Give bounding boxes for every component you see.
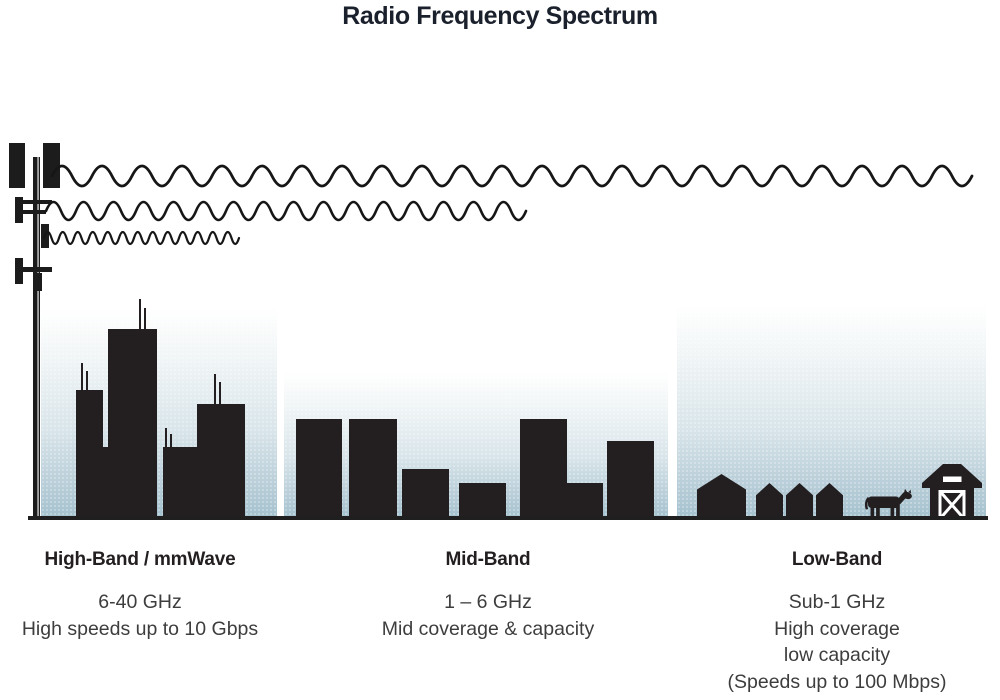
band-description: High speeds up to 10 Gbps: [21, 617, 259, 640]
skyscraper: [100, 447, 110, 517]
band-frequency: 1 – 6 GHz: [444, 591, 532, 613]
antenna-mast: [144, 308, 146, 329]
building: [402, 469, 449, 517]
page-title: Radio Frequency Spectrum: [342, 2, 658, 30]
band-description: High coverage: [774, 617, 900, 640]
mid-band-medium-wave: [44, 200, 528, 222]
cow-icon: [864, 488, 912, 518]
skyscraper: [163, 447, 197, 517]
skyscraper: [76, 390, 103, 517]
building: [520, 419, 567, 517]
antenna-mast: [81, 363, 83, 390]
band-description: (Speeds up to 100 Mbps): [727, 670, 947, 693]
barn-icon: [922, 464, 982, 517]
skyscraper: [197, 404, 245, 517]
building: [349, 419, 397, 517]
band-heading: High-Band / mmWave: [44, 549, 236, 570]
building: [296, 419, 342, 517]
ground-line: [28, 516, 988, 520]
skyscraper: [108, 329, 157, 517]
building: [567, 483, 603, 517]
high-band-short-wave: [42, 230, 241, 246]
band-description: low capacity: [783, 644, 891, 666]
building: [459, 483, 506, 517]
band-description: Mid coverage & capacity: [381, 617, 595, 640]
antenna-mast: [214, 374, 216, 404]
antenna-mast: [170, 434, 172, 447]
antenna-mast: [86, 371, 88, 390]
band-heading: Mid-Band: [445, 549, 531, 570]
antenna-mast: [219, 382, 221, 404]
band-heading: Low-Band: [791, 549, 883, 570]
antenna-mast: [165, 428, 167, 447]
band-frequency: Sub-1 GHz: [788, 591, 886, 613]
low-band-long-wave: [50, 164, 974, 188]
low-band-caption: Low-Band Sub-1 GHz High coverage low cap…: [677, 549, 997, 695]
high-band-caption: High-Band / mmWave 6-40 GHz High speeds …: [0, 549, 280, 642]
cell-tower-icon: [9, 143, 60, 517]
antenna-mast: [139, 299, 141, 329]
band-frequency: 6-40 GHz: [98, 591, 182, 613]
building: [607, 441, 654, 517]
mid-band-caption: Mid-Band 1 – 6 GHz Mid coverage & capaci…: [340, 549, 636, 642]
